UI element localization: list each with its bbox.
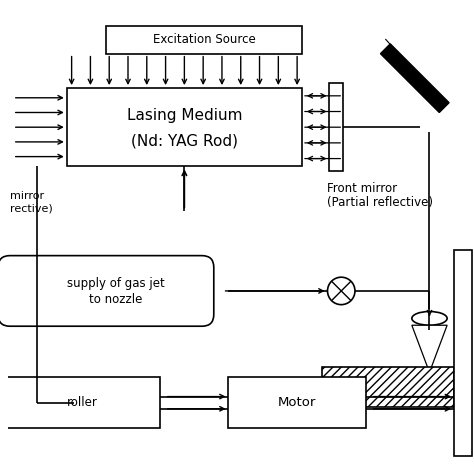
Bar — [329, 83, 343, 171]
Text: to nozzle: to nozzle — [89, 293, 142, 306]
Text: supply of gas jet: supply of gas jet — [67, 277, 164, 291]
Bar — [228, 377, 366, 428]
Text: (Nd: YAG Rod): (Nd: YAG Rod) — [131, 134, 238, 149]
Text: Lasing Medium: Lasing Medium — [127, 108, 242, 123]
Bar — [454, 250, 472, 456]
Bar — [0, 377, 160, 428]
Bar — [67, 88, 302, 166]
Bar — [322, 367, 454, 407]
Polygon shape — [381, 44, 449, 112]
Text: (Partial reflective): (Partial reflective) — [327, 196, 433, 209]
FancyBboxPatch shape — [0, 255, 214, 326]
Text: roller: roller — [67, 396, 98, 409]
Text: mirror: mirror — [10, 191, 44, 201]
Polygon shape — [412, 325, 447, 372]
Text: Excitation Source: Excitation Source — [153, 34, 255, 46]
Ellipse shape — [412, 311, 447, 325]
Bar — [106, 26, 302, 54]
Text: rective): rective) — [10, 203, 53, 214]
Text: Motor: Motor — [278, 396, 316, 409]
Text: Front mirror: Front mirror — [327, 182, 397, 195]
